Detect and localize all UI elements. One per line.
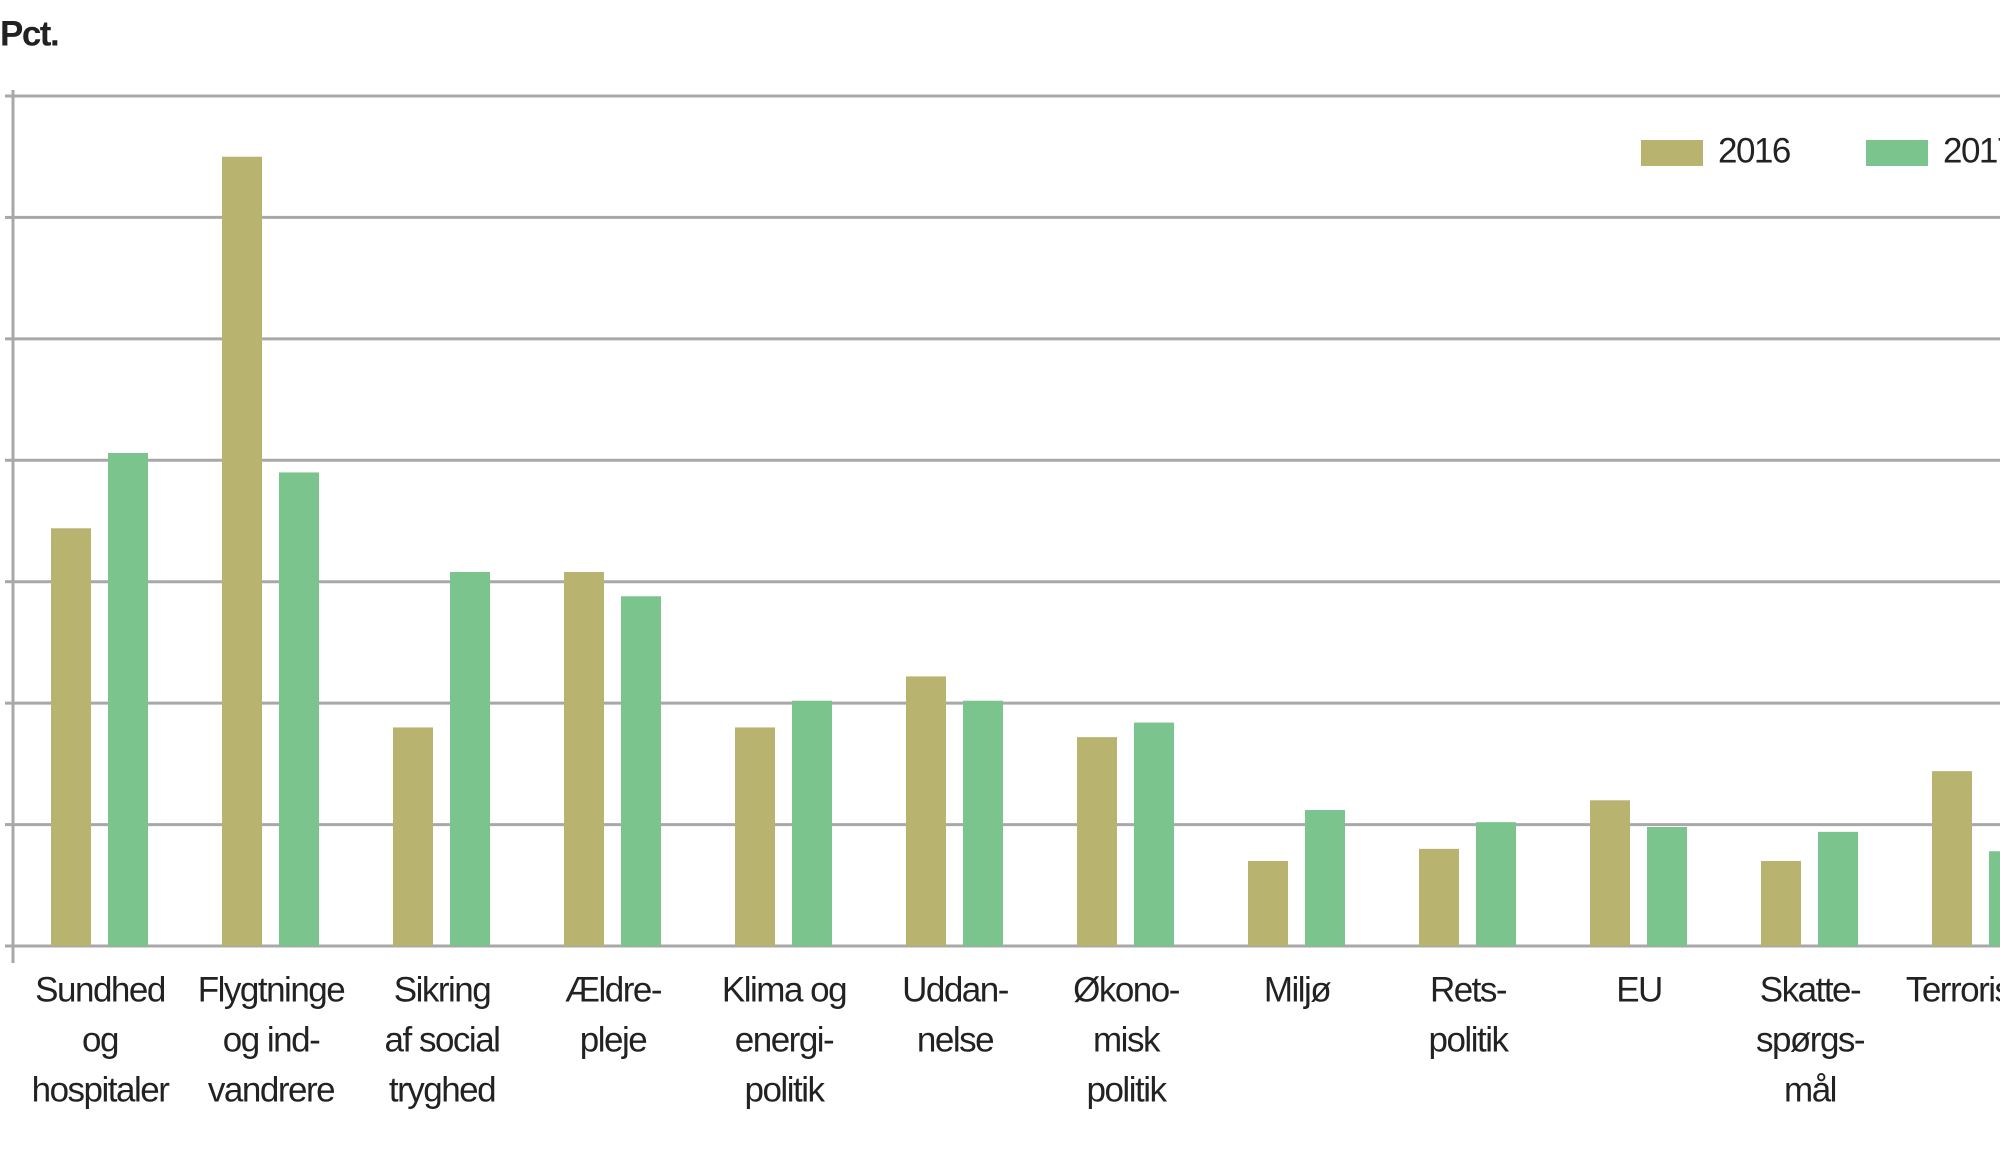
x-tick-label: politik	[1429, 1020, 1510, 1059]
x-tick-label: EU	[1616, 970, 1662, 1009]
bar	[1077, 737, 1117, 946]
bar	[1761, 861, 1801, 946]
bar	[1419, 848, 1459, 946]
bar	[279, 472, 319, 946]
bar	[1989, 851, 2000, 946]
x-tick-label: tryghed	[389, 1070, 495, 1109]
x-tick-label: vandrere	[208, 1070, 334, 1109]
x-tick-label: Uddan-	[902, 970, 1009, 1009]
x-tick-label: Økono-	[1073, 970, 1180, 1009]
x-tick-label: nelse	[917, 1020, 993, 1059]
legend-label: 2016	[1718, 131, 1790, 170]
x-tick-label: Ældre-	[565, 970, 662, 1009]
bar	[393, 727, 433, 946]
x-tick-label: politik	[1087, 1070, 1168, 1109]
x-tick-label: politik	[745, 1070, 826, 1109]
x-tick-label: Sikring	[394, 970, 491, 1009]
y-axis-label: Pct.	[0, 14, 58, 53]
bar	[1932, 771, 1972, 946]
bar	[621, 596, 661, 946]
bar	[792, 700, 832, 946]
bar	[906, 676, 946, 946]
x-tick-label: Terrorisme	[1906, 970, 2000, 1009]
bar	[1134, 722, 1174, 946]
bar	[1476, 822, 1516, 946]
bar	[963, 700, 1003, 946]
bar	[735, 727, 775, 946]
bar	[1305, 810, 1345, 946]
bar	[51, 528, 91, 946]
bar	[1818, 831, 1858, 946]
x-tick-label: spørgs-	[1756, 1020, 1865, 1059]
x-tick-label: Miljø	[1264, 970, 1331, 1009]
x-tick-label: Rets-	[1430, 970, 1507, 1009]
bar	[222, 156, 262, 946]
bar	[564, 572, 604, 946]
legend-swatch	[1866, 140, 1928, 166]
x-tick-label: misk	[1093, 1020, 1161, 1059]
x-tick-label: Klima og	[722, 970, 846, 1009]
bar	[1647, 827, 1687, 946]
bar	[108, 453, 148, 946]
bar	[450, 572, 490, 946]
x-tick-label: Skatte-	[1760, 970, 1861, 1009]
x-tick-label: Flygtninge	[198, 970, 345, 1009]
legend-swatch	[1641, 140, 1703, 166]
x-tick-label: energi-	[735, 1020, 834, 1059]
bar	[1590, 800, 1630, 946]
x-tick-label: Sundhed	[35, 970, 165, 1009]
x-tick-label: hospitaler	[32, 1070, 171, 1109]
x-tick-label: pleje	[580, 1020, 646, 1059]
legend-label: 2017	[1943, 131, 2000, 170]
x-tick-label: og ind-	[223, 1020, 320, 1059]
x-tick-label: mål	[1784, 1070, 1836, 1109]
bar	[1248, 861, 1288, 946]
x-tick-label: af social	[385, 1020, 500, 1059]
x-tick-label: og	[82, 1020, 118, 1059]
